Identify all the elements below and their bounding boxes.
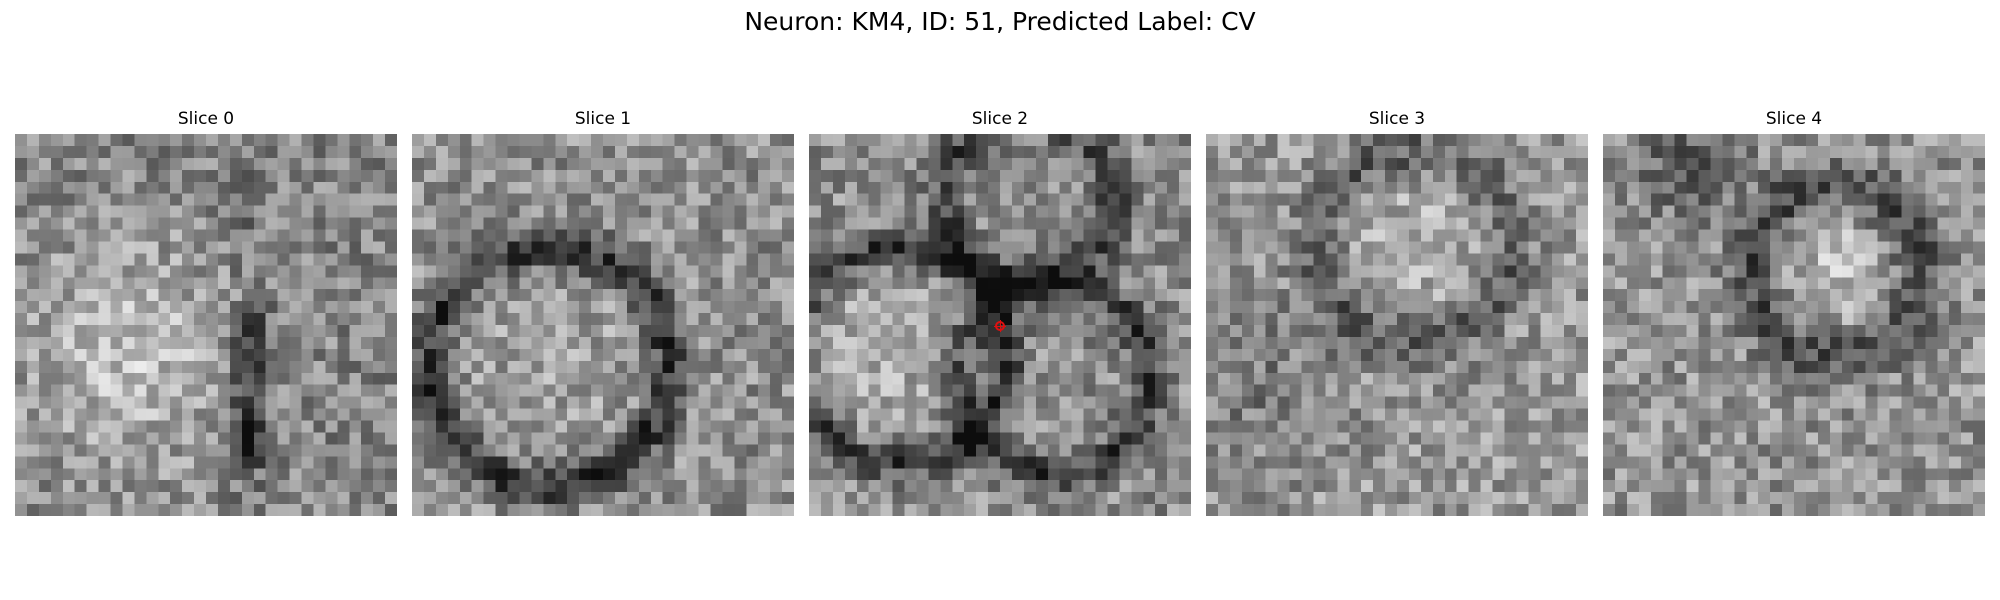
- slice-image-3: [1206, 134, 1588, 516]
- crosshair-marker-icon: [994, 320, 1006, 332]
- slice-image-4: [1603, 134, 1985, 516]
- slice-title-0: Slice 0: [177, 109, 235, 129]
- slice-panel-1: Slice 1: [412, 108, 794, 516]
- slice-panel-3: Slice 3: [1206, 108, 1588, 516]
- slice-panel-2: Slice 2: [809, 108, 1191, 516]
- slice-title-3: Slice 3: [1368, 109, 1426, 129]
- slice-title-4: Slice 4: [1765, 109, 1823, 129]
- slice-title-1: Slice 1: [574, 109, 632, 129]
- slice-title-2: Slice 2: [971, 109, 1029, 129]
- slice-panel-4: Slice 4: [1603, 108, 1985, 516]
- slice-image-0: [15, 134, 397, 516]
- slice-panel-0: Slice 0: [15, 108, 397, 516]
- slice-image-1: [412, 134, 794, 516]
- figure-title: Neuron: KM4, ID: 51, Predicted Label: CV: [744, 7, 1256, 36]
